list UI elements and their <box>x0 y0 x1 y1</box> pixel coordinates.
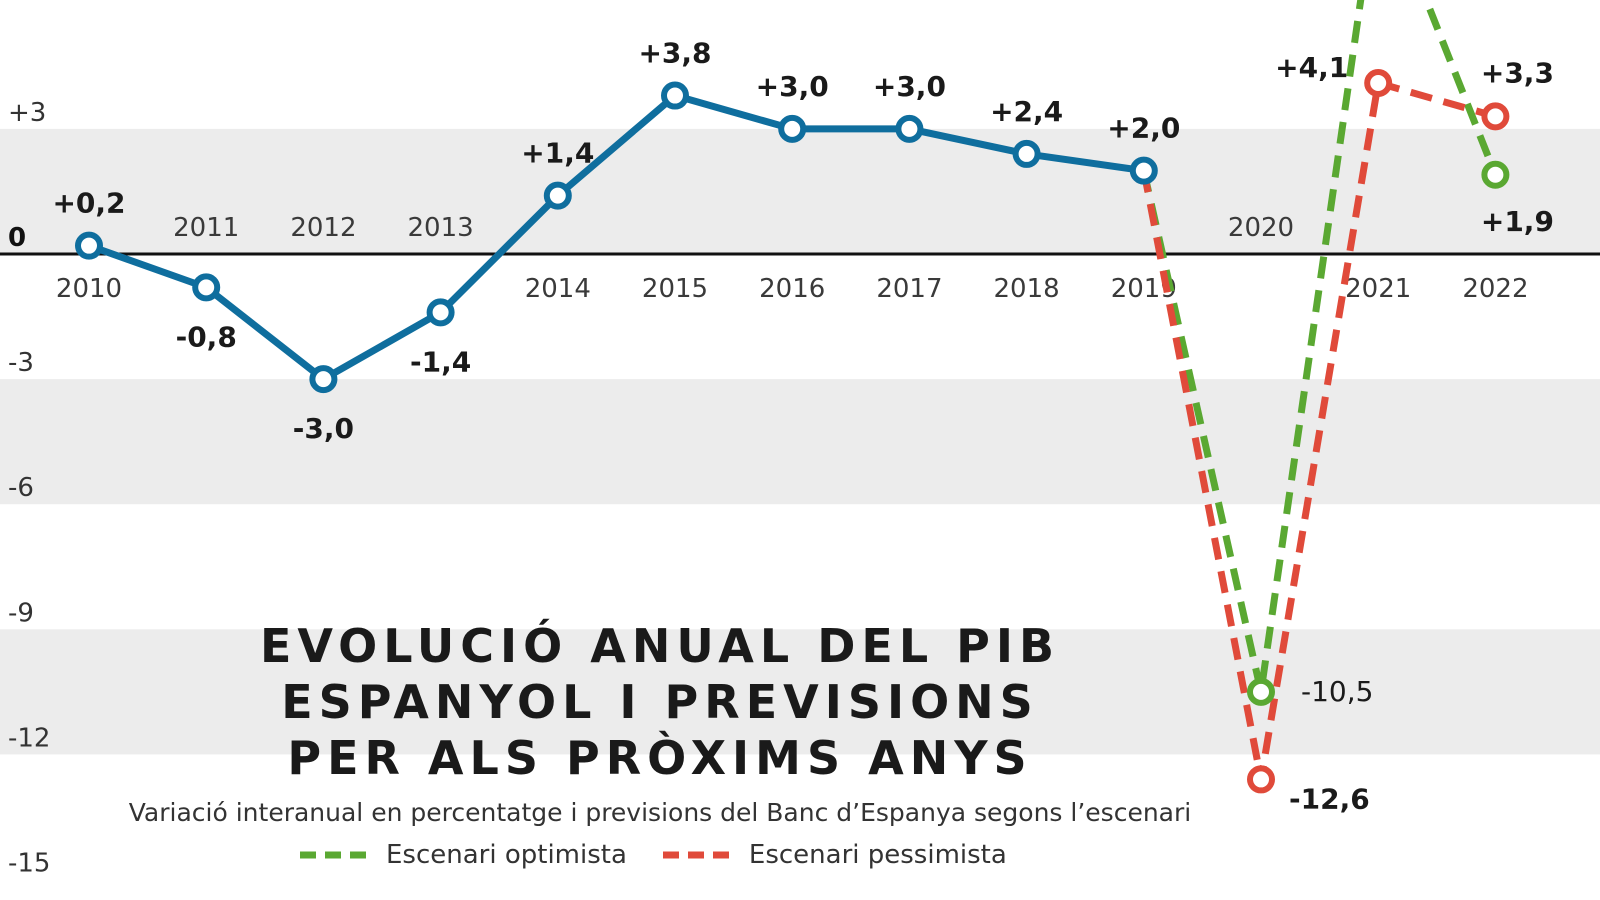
y-tick-label: +3 <box>8 98 46 128</box>
legend-swatch-optimista <box>300 851 372 859</box>
x-tick-label: 2020 <box>1228 213 1294 243</box>
legend-item-pessimista: Escenari pessimista <box>662 840 1007 870</box>
data-label: -1,4 <box>410 345 471 378</box>
x-tick-label: 2014 <box>525 274 591 304</box>
data-label: -0,8 <box>176 320 237 353</box>
data-point <box>1247 765 1275 794</box>
data-point <box>778 114 807 143</box>
data-point <box>1481 160 1510 189</box>
data-label: +4,1 <box>1275 51 1348 84</box>
legend-label-pessimista: Escenari pessimista <box>748 840 1007 870</box>
series-line-escenari-pessimista <box>1140 79 1497 783</box>
y-tick-label: -3 <box>8 348 34 378</box>
series-line-pib <box>87 92 1145 383</box>
y-tick-label: -12 <box>8 723 50 753</box>
series-lines <box>87 0 1499 783</box>
data-labels: +0,2 -0,8 -3,0 -1,4 +1,4 +3,8 +3,0 +3,0 +2,4 +2,0… <box>52 37 1553 816</box>
x-tick-label: 2016 <box>759 274 825 304</box>
chart-title-line-2: ESPANYOL I PREVISIONS <box>281 675 1039 729</box>
data-point <box>75 231 103 260</box>
x-tick-label: 2011 <box>173 213 239 243</box>
x-tick-label: 2013 <box>408 213 474 243</box>
data-point <box>895 114 924 143</box>
grid-band <box>0 379 1600 505</box>
y-axis-ticks: +3 0 -3 -6 -9 -12 -15 <box>8 98 50 879</box>
data-point <box>661 81 689 110</box>
y-tick-label: -9 <box>8 598 34 628</box>
legend-label-optimista: Escenari optimista <box>386 840 627 870</box>
data-label: -3,0 <box>293 412 354 445</box>
data-point <box>1129 156 1158 185</box>
chart-legend: Escenari optimista Escenari pessimista <box>300 838 1043 872</box>
data-point <box>1481 102 1510 131</box>
grid-band <box>0 629 1600 755</box>
data-label: +3,0 <box>873 70 946 103</box>
x-tick-label: 2022 <box>1462 274 1528 304</box>
y-tick-label: -6 <box>8 473 34 503</box>
data-label: +0,2 <box>52 187 125 220</box>
x-tick-label: 2018 <box>994 274 1060 304</box>
grid-band <box>0 128 1600 254</box>
y-tick-label: -15 <box>8 849 50 879</box>
data-point <box>426 298 455 327</box>
legend-swatch-pessimista <box>662 851 735 859</box>
data-point <box>1012 139 1041 168</box>
x-tick-label: 2021 <box>1345 274 1411 304</box>
y-tick-label: 0 <box>8 223 26 253</box>
data-point <box>1247 677 1275 706</box>
series-line-escenari-optimista <box>1140 0 1499 696</box>
x-tick-label: 2010 <box>56 274 122 304</box>
data-label: +3,3 <box>1481 56 1554 89</box>
data-label: +3,0 <box>756 70 829 103</box>
data-label: +1,4 <box>521 137 594 170</box>
chart-subtitle: Variació interanual en percentatge i pre… <box>128 798 1192 827</box>
grid-bands <box>0 128 1600 755</box>
data-point <box>1364 69 1393 98</box>
legend-item-optimista: Escenari optimista <box>300 840 627 870</box>
data-point <box>543 181 572 210</box>
x-tick-label: 2012 <box>290 213 356 243</box>
data-label: -12,6 <box>1289 782 1370 815</box>
data-label: +2,4 <box>990 95 1063 128</box>
chart-title: EVOLUCIÓ ANUAL DEL PIB ESPANYOL I PREVIS… <box>130 618 1190 786</box>
chart-title-line-1: EVOLUCIÓ ANUAL DEL PIB <box>259 619 1061 673</box>
data-label: -10,5 <box>1301 675 1373 708</box>
data-label: +3,8 <box>638 37 711 70</box>
data-label: +2,0 <box>1107 112 1180 145</box>
chart-title-line-3: PER ALS PRÒXIMS ANYS <box>287 731 1033 785</box>
data-point <box>309 365 338 394</box>
data-point <box>192 273 221 302</box>
series-markers <box>75 69 1510 794</box>
x-tick-label: 2017 <box>876 274 942 304</box>
data-label: +1,9 <box>1481 205 1554 238</box>
x-tick-label: 2015 <box>642 274 708 304</box>
